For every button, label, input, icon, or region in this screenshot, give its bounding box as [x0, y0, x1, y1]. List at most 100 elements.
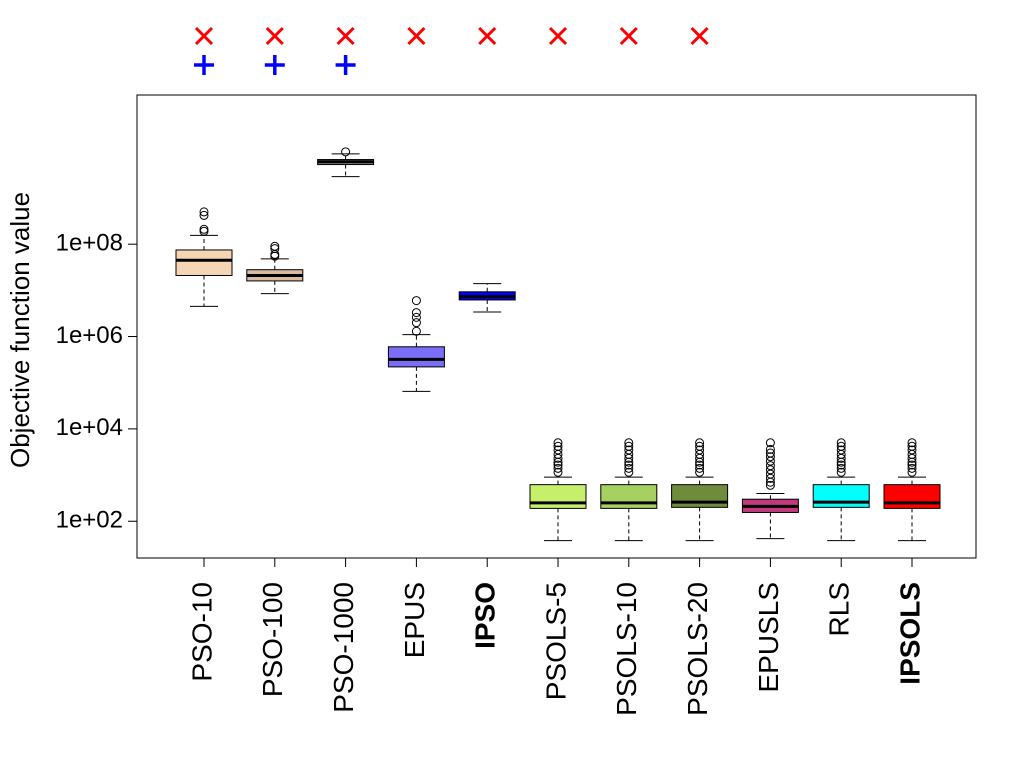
outlier-point: [765, 438, 775, 448]
outlier-point: [836, 460, 846, 470]
x-mark: [265, 26, 284, 46]
y-axis-title: Objective function value: [5, 192, 35, 468]
box-group: [387, 296, 445, 392]
x-category-label: RLS: [824, 582, 855, 636]
outlier-point: [695, 441, 705, 451]
x-category-label: PSO-10: [186, 582, 217, 682]
outlier-point: [553, 460, 563, 470]
box-group: [317, 147, 375, 178]
x-category-label: PSOLS-10: [611, 582, 642, 716]
x-axis: PSO-10 PSO-100 PSO-1000 EPUS IPSO PSOLS-5 PSOL…: [186, 558, 925, 716]
box-iqr: [671, 484, 729, 508]
outlier-point: [624, 460, 634, 470]
outlier-point: [765, 444, 775, 454]
outlier-point: [695, 460, 705, 470]
box-iqr: [529, 484, 587, 509]
box-group: [741, 438, 799, 540]
outlier-point: [765, 473, 775, 483]
outlier-point: [907, 438, 917, 448]
outlier-point: [836, 441, 846, 451]
x-category-label: EPUS: [399, 582, 430, 658]
outlier-point: [270, 244, 280, 254]
outlier-point: [765, 465, 775, 475]
box-iqr: [175, 249, 233, 276]
outlier-point: [836, 438, 846, 448]
outlier-point: [411, 326, 421, 336]
plus-mark: [335, 55, 356, 75]
y-tick-label: 1e+02: [56, 507, 123, 534]
outlier-point: [199, 210, 209, 220]
box-iqr: [387, 346, 445, 368]
box-group: [246, 241, 304, 295]
outlier-point: [765, 480, 775, 490]
outlier-point: [836, 445, 846, 455]
x-category-label: IPSOLS: [894, 582, 925, 685]
outlier-point: [836, 467, 846, 477]
box-group: [883, 438, 941, 542]
outlier-point: [695, 463, 705, 473]
y-tick-label: 1e+04: [56, 414, 123, 441]
x-category-label: EPUSLS: [753, 582, 784, 693]
x-mark: [690, 26, 709, 46]
outlier-point: [836, 463, 846, 473]
outlier-point: [341, 147, 351, 157]
x-category-label: IPSO: [470, 582, 501, 649]
x-mark: [194, 26, 214, 46]
box-iqr: [812, 484, 870, 508]
outlier-point: [695, 445, 705, 455]
outlier-point: [695, 467, 705, 477]
plot-frame: [136, 94, 977, 559]
x-category-label: PSOLS-5: [540, 582, 571, 700]
x-mark: [478, 26, 497, 46]
outlier-point: [907, 460, 917, 470]
box-group: [458, 283, 516, 313]
outlier-point: [765, 448, 775, 458]
outlier-point: [907, 441, 917, 451]
x-mark: [407, 26, 426, 46]
outlier-point: [765, 461, 775, 471]
outlier-point: [411, 318, 421, 328]
outlier-point: [411, 312, 421, 322]
plus-mark: [194, 55, 214, 75]
outlier-point: [199, 224, 209, 234]
y-axis: 1e+02 1e+04 1e+06 1e+08: [56, 230, 137, 534]
outlier-point: [553, 445, 563, 455]
plus-mark: [264, 55, 285, 75]
outlier-point: [624, 445, 634, 455]
outlier-point: [553, 441, 563, 451]
outlier-point: [695, 438, 705, 448]
outlier-point: [199, 207, 209, 217]
outlier-point: [411, 296, 421, 306]
outlier-point: [553, 463, 563, 473]
x-mark: [619, 26, 638, 46]
outlier-point: [624, 438, 634, 448]
outlier-point: [553, 467, 563, 477]
x-mark: [548, 26, 568, 46]
box-iqr: [600, 484, 658, 509]
outlier-point: [765, 452, 775, 462]
x-mark: [336, 26, 355, 46]
outlier-point: [411, 308, 421, 318]
x-category-label: PSOLS-20: [682, 582, 713, 716]
box-group: [600, 438, 658, 542]
outlier-point: [907, 445, 917, 455]
outlier-point: [199, 226, 209, 236]
significance-marks: [194, 26, 709, 75]
boxes: [175, 147, 941, 542]
box-group: [812, 438, 870, 542]
outlier-point: [553, 438, 563, 448]
outlier-point: [907, 467, 917, 477]
outlier-point: [270, 241, 280, 251]
outlier-point: [624, 467, 634, 477]
outlier-point: [624, 463, 634, 473]
y-tick-label: 1e+08: [56, 230, 123, 257]
y-tick-label: 1e+06: [56, 322, 123, 349]
box-group: [175, 207, 233, 307]
outlier-point: [907, 463, 917, 473]
box-group: [671, 438, 729, 542]
box-group: [529, 438, 587, 542]
x-category-label: PSO-1000: [328, 582, 359, 713]
outlier-point: [624, 441, 634, 451]
box-iqr: [883, 484, 941, 509]
